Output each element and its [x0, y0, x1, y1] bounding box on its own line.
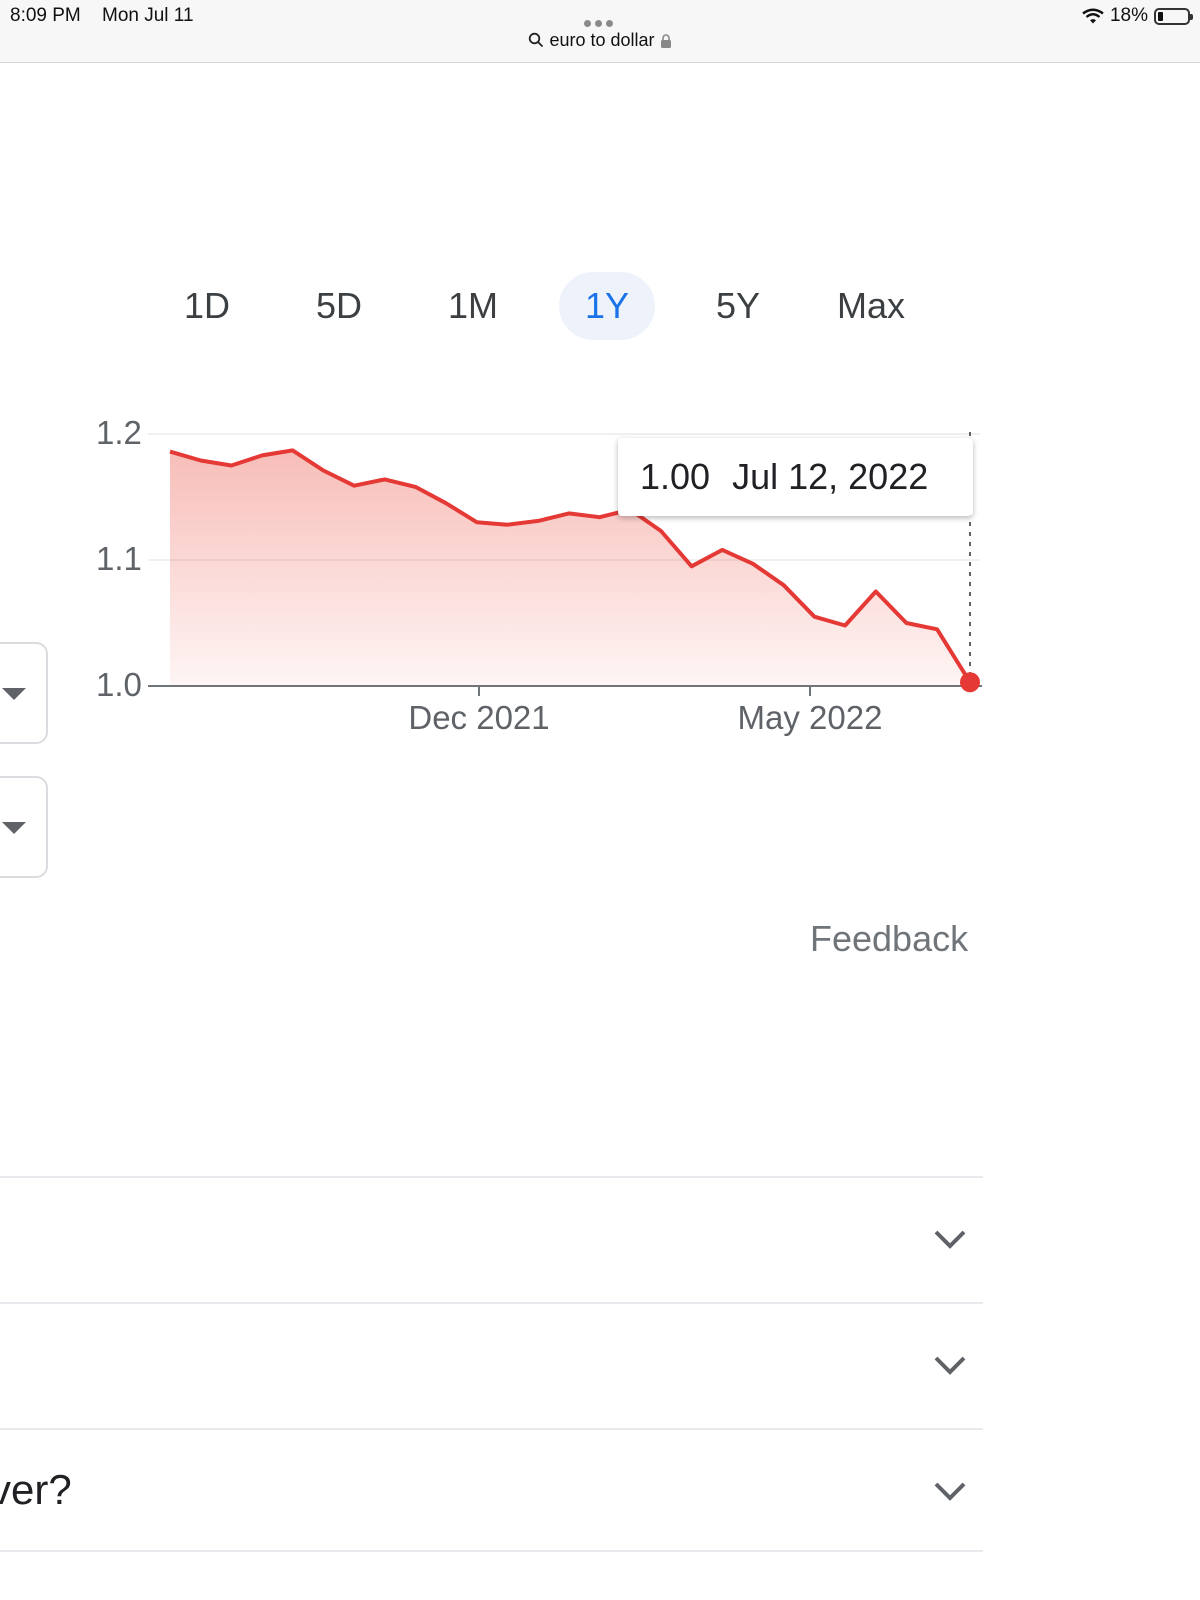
faq-item[interactable] — [0, 1176, 983, 1300]
chart-tooltip: 1.00 Jul 12, 2022 — [618, 438, 973, 516]
tooltip-date: Jul 12, 2022 — [732, 456, 929, 497]
currency-select-from[interactable] — [0, 642, 48, 744]
chevron-down-icon — [934, 1482, 966, 1501]
dropdown-caret-icon — [2, 688, 26, 700]
tooltip-value: 1.00 — [640, 456, 711, 497]
tab-max[interactable]: Max — [836, 285, 905, 326]
status-bar: 8:09 PM Mon Jul 11 euro to dollar 18% — [0, 0, 1200, 63]
wifi-icon — [1082, 8, 1104, 24]
tab-5d[interactable]: 5D — [315, 285, 363, 326]
rate-area — [170, 450, 970, 686]
y-tick-1-0: 1.0 — [96, 666, 142, 703]
range-tabs: 1D 5D 1M 1Y 5Y Max — [0, 272, 1200, 340]
faq-item[interactable] — [0, 1302, 983, 1426]
tab-1y[interactable]: 1Y — [559, 272, 655, 340]
y-tick-1-2: 1.2 — [96, 414, 142, 451]
battery-percent: 18% — [1109, 5, 1148, 26]
feedback-link[interactable]: Feedback — [810, 918, 969, 959]
x-tick-label-may: May 2022 — [738, 699, 883, 736]
tab-1m[interactable]: 1M — [447, 285, 498, 326]
faq-question: ver? — [0, 1466, 72, 1513]
chevron-down-icon — [934, 1356, 966, 1375]
address-bar[interactable]: euro to dollar — [0, 30, 1200, 51]
tab-5y[interactable]: 5Y — [715, 285, 761, 326]
tab-1d[interactable]: 1D — [183, 285, 231, 326]
status-right: 18% — [1082, 5, 1193, 27]
search-icon — [529, 32, 544, 48]
lock-icon — [660, 34, 671, 48]
status-date: Mon Jul 11 — [102, 5, 194, 26]
more-dots-icon[interactable] — [582, 14, 615, 32]
rate-line — [169, 448, 972, 684]
exchange-rate-chart[interactable]: 1.2 1.1 1.0 Dec 2021 May 2022 — [0, 400, 1000, 760]
status-time: 8:09 PM — [10, 5, 81, 26]
current-point — [960, 672, 980, 693]
currency-select-to[interactable] — [0, 776, 48, 878]
y-tick-1-1: 1.1 — [96, 540, 142, 577]
chevron-down-icon — [934, 1230, 966, 1249]
faq-item[interactable]: ver? — [0, 1428, 983, 1552]
x-tick-label-dec: Dec 2021 — [408, 699, 549, 736]
dropdown-caret-icon — [2, 822, 26, 834]
battery-icon — [1154, 7, 1193, 25]
address-text: euro to dollar — [549, 30, 655, 50]
